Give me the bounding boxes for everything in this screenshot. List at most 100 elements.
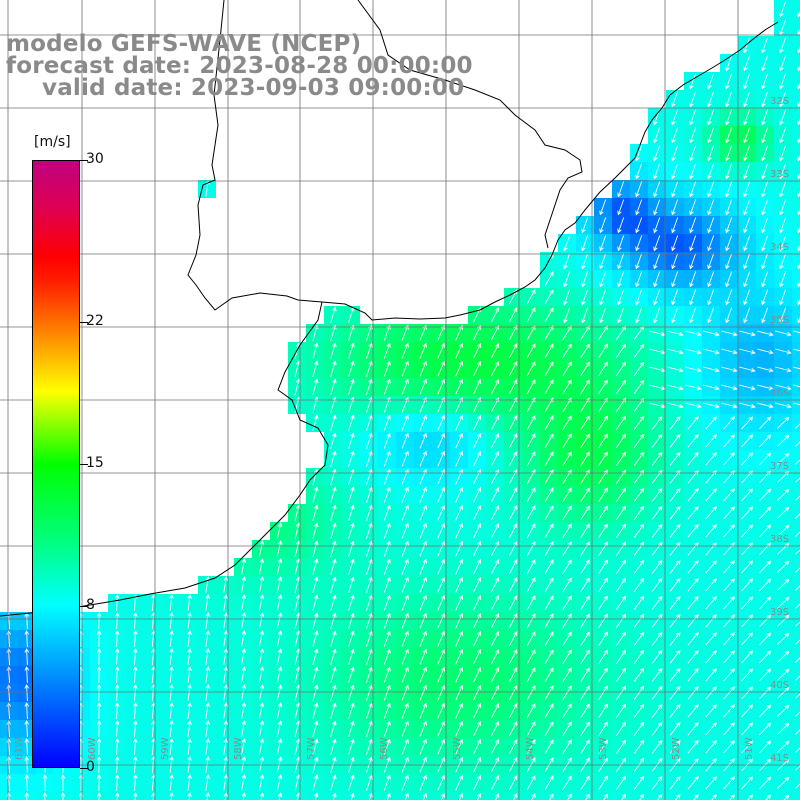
wind-arrow: [544, 379, 554, 395]
wind-arrow: [598, 397, 608, 412]
wind-arrow: [526, 559, 536, 575]
wind-arrow: [689, 73, 697, 90]
wind-arrow: [794, 603, 800, 609]
wind-arrow: [490, 343, 500, 359]
wind-arrow: [794, 477, 800, 483]
wind-arrow: [455, 774, 464, 791]
wind-arrow: [563, 307, 571, 324]
latitude-label: 35S: [770, 315, 789, 326]
wind-arrow: [779, 1, 787, 18]
wind-arrow: [741, 740, 754, 754]
wind-arrow: [205, 792, 211, 800]
wind-arrow: [508, 487, 518, 503]
wind-arrow: [725, 217, 733, 234]
wind-arrow: [490, 505, 500, 521]
wind-arrow: [490, 415, 500, 431]
wind-arrow: [705, 776, 717, 790]
wind-arrow: [169, 612, 174, 630]
wind-arrow: [705, 650, 717, 664]
wind-arrow: [526, 613, 536, 629]
wind-speed-cell: [792, 90, 800, 108]
wind-arrow: [562, 631, 572, 647]
wind-arrow: [741, 524, 754, 538]
wind-arrow: [24, 792, 30, 800]
wind-arrow: [580, 613, 590, 628]
wind-arrow: [723, 650, 735, 664]
wind-arrow: [473, 774, 482, 791]
wind-arrow: [401, 648, 409, 665]
wind-arrow: [365, 684, 373, 701]
wind-arrow: [133, 612, 138, 630]
wind-speed-cell: [234, 792, 252, 800]
wind-arrow: [187, 774, 192, 791]
wind-arrow: [671, 127, 679, 144]
wind-arrow: [667, 366, 684, 373]
wind-arrow: [776, 452, 790, 465]
wind-arrow: [775, 366, 792, 373]
wind-arrow: [419, 594, 427, 611]
wind-arrow: [779, 307, 787, 324]
wind-speed-cell: [216, 792, 234, 800]
wind-arrow: [581, 235, 589, 252]
wind-arrow: [544, 721, 554, 737]
wind-arrow: [653, 271, 661, 288]
wind-arrow: [455, 414, 464, 431]
wind-arrow: [114, 648, 120, 666]
wind-arrow: [473, 720, 482, 737]
wind-arrow: [401, 414, 409, 431]
wind-arrow: [312, 522, 319, 539]
wind-arrow: [241, 576, 247, 593]
wind-arrow: [598, 577, 608, 592]
wind-arrow: [633, 577, 645, 592]
wind-arrow: [741, 560, 754, 574]
wind-arrow: [401, 486, 409, 503]
wind-arrow: [797, 316, 800, 324]
wind-arrow: [526, 739, 536, 755]
wind-arrow: [562, 415, 572, 431]
wind-arrow: [419, 648, 427, 665]
wind-arrow: [599, 217, 607, 234]
wind-arrow: [330, 648, 337, 665]
wind-arrow: [258, 594, 265, 611]
wind-arrow: [616, 415, 627, 430]
wind-arrow: [348, 414, 355, 431]
wind-arrow: [205, 702, 211, 719]
wind-arrow: [96, 684, 102, 702]
wind-arrow: [723, 596, 735, 610]
wind-arrow: [401, 378, 409, 395]
wind-arrow: [761, 235, 769, 252]
wind-arrow: [651, 541, 663, 556]
wind-arrow: [707, 289, 715, 306]
wind-arrow: [365, 558, 373, 575]
wind-arrow: [633, 415, 645, 430]
wind-arrow: [759, 524, 772, 538]
wind-arrow: [793, 348, 800, 352]
wind-arrow: [759, 596, 772, 610]
longitude-label: 59W: [160, 737, 171, 760]
wind-arrow: [169, 684, 174, 702]
wind-arrow: [455, 360, 464, 377]
wind-arrow: [651, 523, 663, 538]
wind-arrow: [508, 541, 518, 557]
wind-arrow: [667, 384, 684, 391]
wind-arrow: [757, 384, 774, 391]
wind-arrow: [598, 703, 608, 718]
wind-arrow: [401, 594, 409, 611]
wind-arrow: [705, 722, 717, 736]
colorbar-tick-mark: [80, 464, 88, 465]
colorbar-tick-mark: [80, 768, 88, 769]
wind-arrow: [743, 199, 751, 216]
wind-arrow: [401, 342, 409, 359]
wind-arrow: [687, 596, 699, 610]
wind-arrow: [96, 648, 102, 666]
wind-speed-cell: [792, 684, 800, 702]
wind-arrow: [671, 163, 679, 180]
wind-arrow: [776, 416, 790, 429]
wind-arrow: [312, 612, 319, 629]
wind-arrow: [508, 559, 518, 575]
wind-arrow: [743, 109, 751, 126]
wind-arrow: [526, 379, 536, 395]
wind-arrow: [705, 488, 717, 502]
wind-arrow: [187, 720, 192, 737]
wind-arrow: [598, 361, 608, 376]
